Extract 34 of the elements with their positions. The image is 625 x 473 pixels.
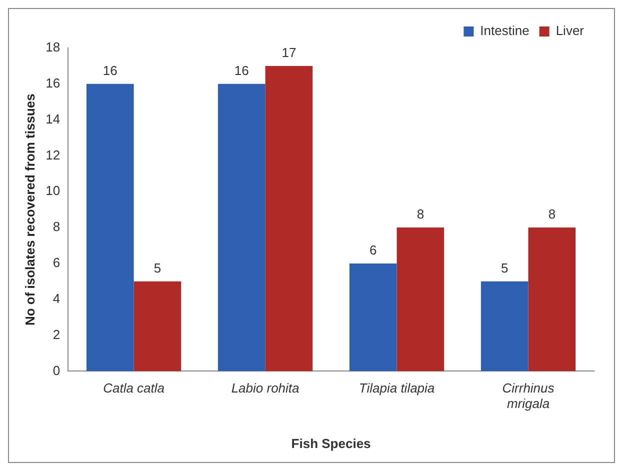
- data-label: 17: [282, 45, 296, 60]
- data-label: 16: [102, 62, 118, 78]
- y-tick-label: 4: [52, 290, 60, 306]
- bar: [528, 228, 576, 372]
- data-label: 5: [500, 260, 508, 276]
- bar: [218, 84, 266, 372]
- data-label: 8: [548, 206, 556, 222]
- x-tick-label: Cirrhinus mrigala: [502, 380, 555, 412]
- data-label: 6: [369, 242, 377, 258]
- data-label: 8: [416, 206, 424, 222]
- y-tick-label: 14: [46, 111, 60, 126]
- y-tick-label: 10: [46, 183, 60, 198]
- x-tick-label: Labio rohita: [231, 380, 300, 396]
- bar: [86, 84, 134, 372]
- bar: [134, 281, 182, 372]
- legend-label: Liver: [556, 23, 585, 38]
- y-tick-label: 16: [46, 75, 60, 90]
- bar: [349, 263, 397, 372]
- y-tick-label: 18: [46, 40, 60, 55]
- y-tick-label: 12: [46, 147, 60, 162]
- x-tick-label: Tilapia tilapia: [358, 380, 435, 396]
- legend-label: Intestine: [480, 23, 530, 38]
- y-tick-label: 6: [52, 255, 60, 270]
- y-axis-title: No of isolates recovered from tissues: [22, 94, 38, 326]
- x-axis-title: Fish Species: [291, 436, 371, 451]
- bar: [265, 66, 313, 372]
- y-tick-label: 0: [52, 362, 60, 378]
- bar: [480, 281, 528, 372]
- x-tick-label: Catla catla: [103, 380, 165, 396]
- y-tick-label: 8: [52, 219, 60, 234]
- bar: [396, 228, 444, 372]
- data-label: 5: [154, 260, 162, 276]
- data-label: 16: [234, 62, 249, 78]
- y-tick-label: 2: [52, 326, 60, 342]
